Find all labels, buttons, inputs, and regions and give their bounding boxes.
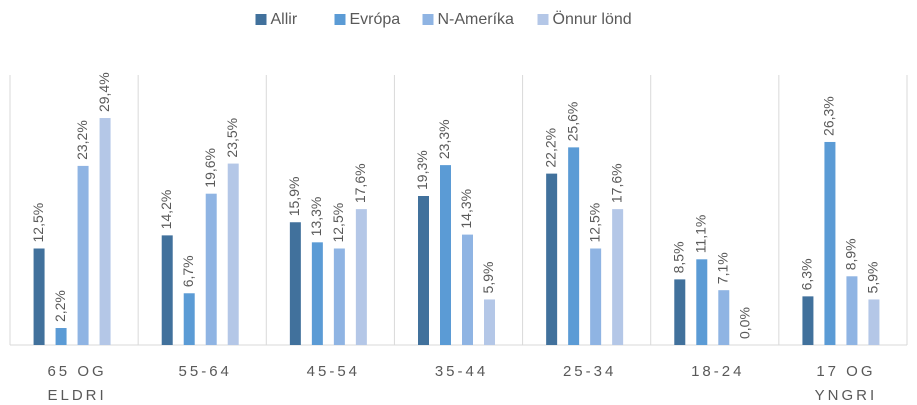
bar <box>802 296 814 345</box>
x-tick-label: 35-44 <box>435 363 488 380</box>
bar <box>355 209 367 345</box>
bar <box>868 299 880 345</box>
data-label: 17,6% <box>352 163 368 203</box>
bar <box>696 259 708 345</box>
data-label: 14,2% <box>158 190 174 230</box>
bar <box>418 196 429 345</box>
x-tick-label: 55-64 <box>179 363 232 380</box>
data-label: 23,5% <box>224 118 240 158</box>
data-label: 11,1% <box>692 215 708 254</box>
bar <box>227 163 239 345</box>
x-tick-label: 18-24 <box>691 363 744 380</box>
legend-swatch <box>334 14 346 25</box>
data-label: 7,1% <box>714 252 730 284</box>
data-label: 23,3% <box>436 119 452 159</box>
data-label: 0,0% <box>736 307 752 339</box>
data-label: 26,3% <box>821 96 837 136</box>
data-label: 8,5% <box>670 241 686 273</box>
bar <box>462 234 473 345</box>
bar <box>484 299 495 345</box>
bar <box>612 209 624 345</box>
data-label: 6,3% <box>799 258 815 290</box>
data-label: 6,7% <box>180 255 196 287</box>
bar <box>333 248 345 345</box>
data-label: 15,9% <box>286 177 302 217</box>
data-label: 19,3% <box>414 150 430 190</box>
bar <box>205 193 217 345</box>
data-label: 17,6% <box>608 163 624 203</box>
data-label: 5,9% <box>865 262 881 294</box>
data-label: 19,6% <box>202 148 218 188</box>
bar <box>674 279 686 345</box>
data-label: 12,5% <box>30 203 46 243</box>
legend-swatch <box>537 14 549 25</box>
data-label: 13,3% <box>308 197 324 237</box>
bar <box>311 242 323 345</box>
data-label: 14,3% <box>458 189 474 229</box>
bar <box>99 118 111 345</box>
bar <box>568 147 580 345</box>
data-label: 23,2% <box>74 120 90 160</box>
legend-label: Evrópa <box>350 11 401 28</box>
legend-swatch <box>255 14 267 25</box>
data-label: 29,4% <box>96 72 112 112</box>
bar <box>161 235 173 345</box>
bar <box>183 293 195 345</box>
data-label: 12,5% <box>586 203 602 243</box>
bar <box>718 290 730 345</box>
x-tick-label: 65 OG ELDRI <box>47 363 106 404</box>
bar <box>846 276 858 345</box>
bar <box>289 222 301 345</box>
data-label: 12,5% <box>330 203 346 243</box>
data-label: 2,2% <box>52 290 68 322</box>
data-label: 22,2% <box>542 128 558 168</box>
x-tick-label: 45-54 <box>307 363 360 380</box>
bar <box>546 173 558 345</box>
bar <box>33 248 45 345</box>
bar <box>55 328 67 345</box>
bar <box>77 165 89 345</box>
data-label: 8,9% <box>843 238 859 270</box>
legend-label: Önnur lönd <box>553 10 632 28</box>
x-tick-label: 17 OG YNGRI <box>815 363 878 404</box>
x-tick-label: 25-34 <box>563 363 616 380</box>
legend-swatch <box>422 14 434 25</box>
bar <box>824 141 836 345</box>
bar <box>440 165 451 345</box>
legend-label: N-Ameríka <box>438 11 515 28</box>
legend-label: Allir <box>271 11 298 28</box>
data-label: 5,9% <box>480 262 496 294</box>
bar <box>590 248 602 345</box>
data-label: 25,6% <box>564 102 580 142</box>
